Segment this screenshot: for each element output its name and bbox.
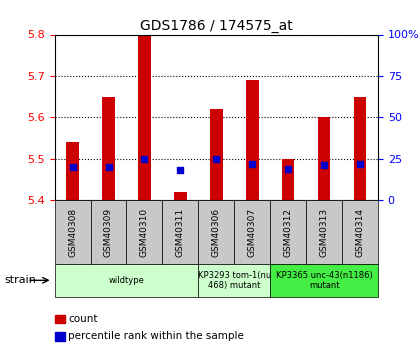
Text: strain: strain — [4, 275, 36, 285]
Bar — [210, 109, 223, 200]
Text: KP3365 unc-43(n1186)
mutant: KP3365 unc-43(n1186) mutant — [276, 270, 373, 290]
Point — [177, 168, 184, 173]
Bar — [354, 97, 366, 200]
Text: GSM40309: GSM40309 — [104, 207, 113, 257]
Point — [249, 161, 256, 166]
Point — [321, 162, 328, 168]
Text: GSM40310: GSM40310 — [140, 207, 149, 257]
Text: GSM40311: GSM40311 — [176, 207, 185, 257]
Point — [105, 164, 112, 170]
Title: GDS1786 / 174575_at: GDS1786 / 174575_at — [140, 19, 293, 33]
Bar — [246, 80, 259, 200]
Bar — [102, 97, 115, 200]
Point — [357, 161, 363, 166]
Text: GSM40312: GSM40312 — [284, 207, 293, 257]
Text: GSM40308: GSM40308 — [68, 207, 77, 257]
Point — [213, 156, 220, 161]
Point — [141, 156, 148, 161]
Text: wildtype: wildtype — [108, 276, 144, 285]
Bar — [138, 34, 151, 200]
Text: GSM40306: GSM40306 — [212, 207, 221, 257]
Text: percentile rank within the sample: percentile rank within the sample — [68, 332, 244, 341]
Bar — [282, 159, 294, 200]
Point — [69, 164, 76, 170]
Text: GSM40307: GSM40307 — [248, 207, 257, 257]
Bar — [66, 142, 79, 200]
Bar — [174, 192, 186, 200]
Text: GSM40313: GSM40313 — [320, 207, 328, 257]
Text: KP3293 tom-1(nu
468) mutant: KP3293 tom-1(nu 468) mutant — [198, 270, 271, 290]
Text: count: count — [68, 314, 97, 324]
Bar — [318, 117, 331, 200]
Point — [285, 166, 291, 171]
Text: GSM40314: GSM40314 — [356, 207, 365, 257]
